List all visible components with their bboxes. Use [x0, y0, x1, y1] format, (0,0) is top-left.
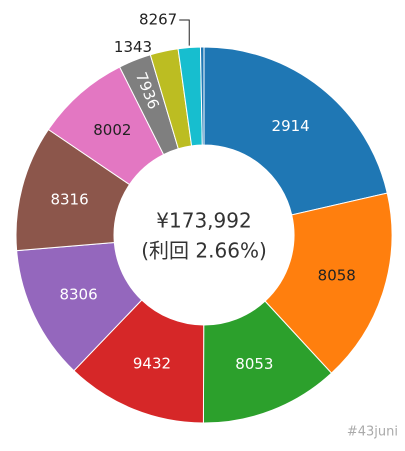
watermark: #43juni	[347, 425, 398, 440]
slice	[203, 46, 388, 216]
center-yield: (利回 2.66%)	[141, 239, 267, 263]
slice-label: 8002	[93, 121, 131, 139]
slice-label: 8053	[235, 355, 273, 373]
leader-line	[179, 19, 190, 46]
slice-label: 2914	[272, 117, 310, 135]
slice	[264, 192, 393, 374]
slice-label: 8058	[318, 267, 356, 285]
slice-label: 9432	[133, 354, 171, 372]
slice-label: 8316	[50, 190, 88, 208]
center-amount: ¥173,992	[156, 209, 251, 233]
slice-label: 8267	[139, 11, 177, 29]
slice-label: 1343	[114, 38, 152, 56]
slice-label: 8306	[59, 285, 97, 303]
slice	[199, 46, 205, 146]
donut	[15, 46, 393, 424]
